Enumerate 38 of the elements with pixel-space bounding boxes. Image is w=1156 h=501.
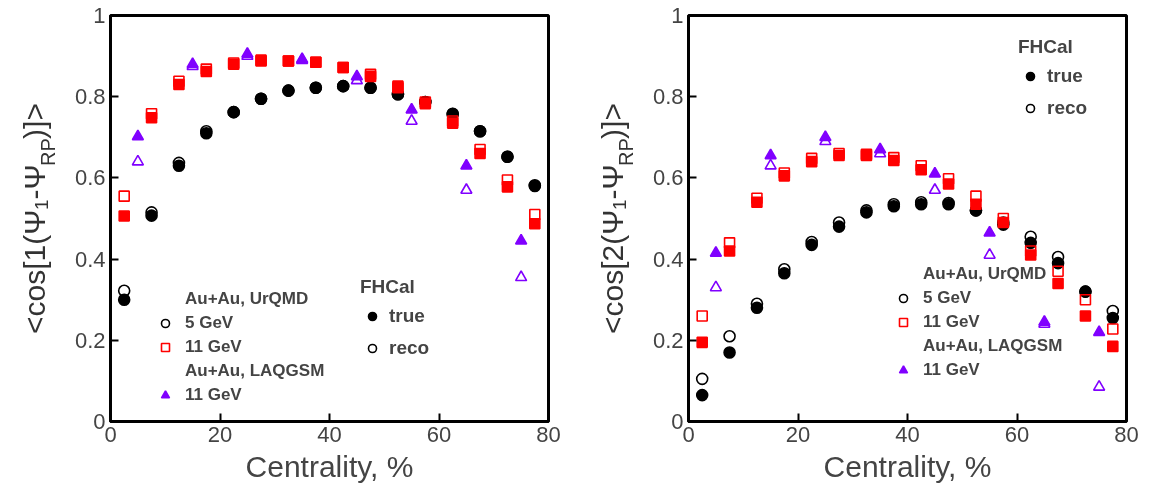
- x-tick-label: 80: [1114, 421, 1139, 447]
- x-tick-label: 20: [785, 421, 811, 447]
- x-tick-label: 80: [536, 421, 561, 447]
- legend-label: 11 GeV: [923, 311, 980, 333]
- annotation: Au+Au, LAQGSM: [185, 360, 325, 382]
- y-tick-label: 0.4: [652, 246, 684, 272]
- y-tick-label: 0.8: [652, 84, 684, 110]
- x-tick-label: 20: [207, 421, 233, 447]
- y-tick-label: 0.6: [74, 165, 106, 191]
- x-tick-label: 40: [895, 421, 920, 447]
- legend-label: 5 GeV: [923, 287, 972, 309]
- legend-label: 5 GeV: [185, 312, 234, 334]
- legend-label: 11 GeV: [185, 384, 242, 406]
- legend-label: true: [1047, 64, 1083, 88]
- x-axis-title: Centrality, %: [245, 449, 414, 483]
- annotation: Au+Au, UrQMD: [185, 288, 309, 310]
- y-tick-label: 0.4: [74, 246, 106, 272]
- y-axis-title: <cos[2(Ψ₁-ΨRP)]>: [595, 103, 637, 334]
- annotation: FHCal: [1018, 36, 1074, 58]
- y-axis-title: <cos[1(Ψ₁-ΨRP)]>: [17, 103, 59, 334]
- annotation: reco: [389, 336, 430, 360]
- annotation: Au+Au, LAQGSM: [923, 335, 1063, 357]
- y-tick-label: 0.8: [74, 84, 106, 110]
- y-tick-label: 1: [671, 3, 684, 28]
- legend-label: 11 GeV: [185, 336, 242, 358]
- x-tick-label: 40: [317, 421, 342, 447]
- annotation: Au+Au, UrQMD: [923, 263, 1047, 285]
- y-tick-label: 0.6: [652, 165, 684, 191]
- y-tick-label: 0.2: [652, 327, 684, 353]
- x-axis-title: Centrality, %: [823, 449, 992, 483]
- annotation: reco: [1047, 96, 1088, 120]
- legend-label: 11 GeV: [923, 359, 980, 381]
- annotation: FHCal: [360, 276, 416, 298]
- y-tick-label: 0.2: [74, 327, 106, 353]
- x-tick-label: 60: [1004, 421, 1030, 447]
- y-tick-label: 1: [93, 3, 106, 28]
- legend-label: true: [389, 304, 425, 328]
- x-tick-label: 60: [426, 421, 452, 447]
